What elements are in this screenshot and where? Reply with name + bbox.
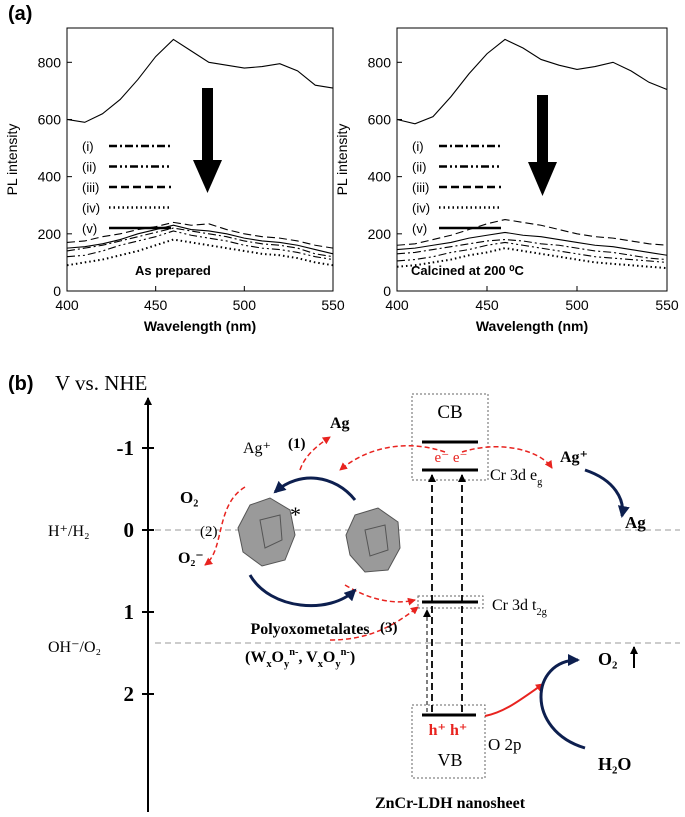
x-tick-label: 400	[55, 297, 79, 313]
legend-label: (ii)	[82, 160, 96, 175]
legend-label: (iii)	[82, 180, 99, 195]
step2: (2)	[200, 524, 218, 540]
x-tick-label: 450	[475, 297, 499, 313]
text-part: n-	[289, 647, 299, 658]
text-part: (W	[245, 649, 266, 666]
y-tick-label: 200	[368, 226, 392, 242]
series-line	[396, 218, 668, 246]
series-line	[66, 230, 334, 261]
y-tick-label: 600	[38, 111, 62, 127]
text-part: 2g	[536, 607, 546, 618]
legend-label: (i)	[412, 139, 424, 154]
series-line	[66, 221, 334, 249]
y-tick-label: 200	[38, 226, 62, 242]
y-axis-label: PL intensity	[334, 124, 350, 196]
text-part: , V	[298, 649, 318, 666]
x-tick-label: 450	[144, 297, 168, 313]
text-part: O	[323, 649, 335, 666]
series-line	[396, 231, 668, 256]
legend-label: (ii)	[412, 160, 426, 175]
text-part: n-	[341, 647, 351, 658]
ag-plus-left: Ag⁺	[243, 440, 271, 457]
y-tick-label: 400	[38, 169, 62, 185]
series-line	[66, 227, 334, 258]
x-axis-label: Wavelength (nm)	[476, 318, 588, 334]
series-line	[66, 224, 334, 255]
axis-tick-label: -1	[117, 436, 135, 460]
legend-label: (v)	[412, 221, 427, 236]
o2p: O 2p	[488, 735, 522, 754]
diagram: (b) V vs. NHE -1 0 1 2 H⁺/H₂ OH⁻/O₂ Ag⁺ (1) Ag O₂ (2…	[8, 371, 680, 812]
legend-label: (iv)	[412, 201, 430, 216]
y-axis-label: PL intensity	[4, 124, 20, 196]
ag-plus-right: Ag⁺	[560, 449, 588, 466]
text-part: Cr 3d e	[490, 467, 537, 484]
y-tick-label: 0	[383, 283, 391, 299]
x-tick-label: 550	[321, 297, 345, 313]
ag-right: Ag	[625, 513, 646, 532]
x-tick-label: 500	[233, 297, 257, 313]
o2-left: O₂	[180, 488, 198, 507]
series-line	[66, 38, 334, 123]
pom-title: Polyoxometalates	[250, 621, 369, 638]
series-line	[66, 238, 334, 267]
legend-label: (iii)	[412, 180, 429, 195]
text-part: x	[266, 659, 272, 670]
h-label: H⁺/H₂	[48, 523, 90, 540]
series-line	[396, 238, 668, 261]
oh-label: OH⁻/O₂	[48, 639, 101, 656]
text-part: )	[350, 649, 355, 666]
o2-minus: O₂⁻	[178, 550, 204, 567]
plot-frame	[66, 27, 334, 292]
star: *	[290, 502, 301, 527]
legend-label: (iv)	[82, 201, 100, 216]
legend-label: (i)	[82, 139, 94, 154]
h2o: H₂O	[598, 754, 631, 774]
y-tick-label: 800	[38, 54, 62, 70]
annotation: Calcined at 200 ⁰C	[411, 263, 524, 278]
x-tick-label: 550	[655, 297, 679, 313]
x-tick-label: 400	[385, 297, 409, 313]
y-tick-label: 400	[368, 169, 392, 185]
o2-right: O₂	[598, 649, 617, 669]
legend-label: (v)	[82, 221, 97, 236]
annotation: As prepared	[135, 263, 211, 278]
y-tick-label: 600	[368, 111, 392, 127]
series-line	[396, 247, 668, 270]
text-part: O	[272, 649, 284, 666]
series-line	[396, 241, 668, 263]
plot-frame	[396, 27, 668, 292]
text-part: y	[335, 659, 341, 670]
pom-formula: (WxOyn-, VxOyn-)	[245, 647, 355, 670]
y-tick-label: 800	[368, 54, 392, 70]
step3: (3)	[380, 620, 398, 636]
ag-left: Ag	[330, 415, 350, 432]
cb: CB	[437, 402, 462, 423]
text-part: Cr 3d t	[492, 597, 537, 614]
panel-label: (a)	[8, 3, 32, 25]
series-line	[396, 38, 668, 125]
cr-t2g: Cr 3d t2g	[492, 597, 547, 618]
axis-title: V vs. NHE	[55, 371, 147, 395]
text-part: x	[318, 659, 324, 670]
x-tick-label: 500	[565, 297, 589, 313]
cr-eg: Cr 3d eg	[490, 467, 542, 488]
axis-tick-label: 2	[124, 682, 135, 706]
caption: ZnCr-LDH nanosheet	[375, 795, 526, 812]
vb: VB	[437, 750, 462, 770]
x-axis-label: Wavelength (nm)	[144, 318, 256, 334]
axis-tick-label: 1	[124, 600, 135, 624]
text-part: g	[537, 477, 542, 488]
step1: (1)	[288, 436, 306, 452]
text-part: y	[284, 659, 290, 670]
axis-tick-label: 0	[124, 518, 135, 542]
pom-cluster	[237, 497, 401, 573]
electrons: e⁻ e⁻	[435, 450, 468, 466]
holes: h⁺ h⁺	[429, 722, 468, 739]
decrease-arrow	[193, 88, 557, 196]
panel-label: (b)	[8, 373, 34, 395]
y-tick-label: 0	[53, 283, 61, 299]
